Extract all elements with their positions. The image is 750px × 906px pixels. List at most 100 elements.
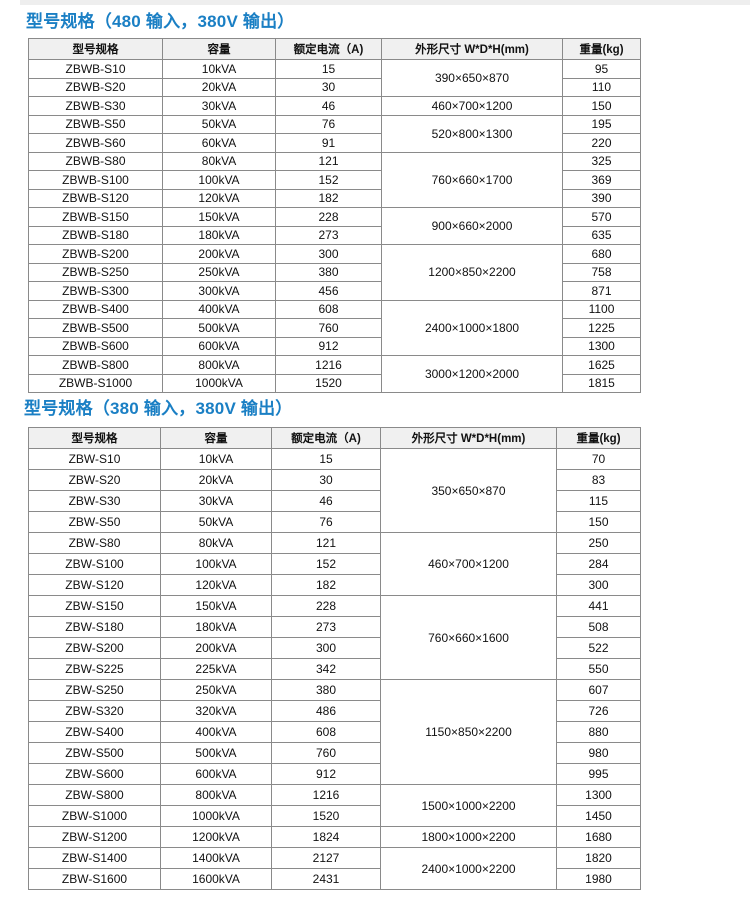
cell-capacity: 20kVA xyxy=(162,77,276,97)
cell-weight: 390 xyxy=(562,188,641,208)
cell-dimensions: 390×650×870 xyxy=(381,59,563,97)
cell-capacity: 500kVA xyxy=(160,742,272,764)
cell-weight: 95 xyxy=(562,59,641,79)
table-row: ZBWB-S100 100kVA 152 369 xyxy=(28,170,641,190)
cell-weight: 369 xyxy=(562,170,641,190)
cell-capacity: 120kVA xyxy=(160,574,272,596)
cell-current: 300 xyxy=(271,637,381,659)
table-row: ZBWB-S30 30kVA 46 460×700×1200 150 xyxy=(28,96,641,116)
cell-capacity: 400kVA xyxy=(162,299,276,319)
table-row: ZBW-S320 320kVA 486 726 xyxy=(28,700,641,722)
cell-weight: 110 xyxy=(562,77,641,97)
header-dimensions: 外形尺寸 W*D*H(mm) xyxy=(380,427,557,449)
cell-weight: 758 xyxy=(562,262,641,282)
cell-dimensions: 900×660×2000 xyxy=(381,207,563,245)
cell-capacity: 120kVA xyxy=(162,188,276,208)
table1-title: 型号规格（480 输入，380V 输出） xyxy=(26,12,295,31)
cell-capacity: 1200kVA xyxy=(160,826,272,848)
cell-weight: 1225 xyxy=(562,318,641,338)
header-weight: 重量(kg) xyxy=(562,38,641,60)
cell-weight: 1820 xyxy=(556,847,641,869)
cell-weight: 508 xyxy=(556,616,641,638)
cell-dimensions: 460×700×1200 xyxy=(380,532,557,596)
cell-model: ZBWB-S300 xyxy=(28,281,163,301)
cell-current: 608 xyxy=(271,721,381,743)
cell-current: 76 xyxy=(275,114,382,134)
header-model: 型号规格 xyxy=(28,427,161,449)
cell-current: 152 xyxy=(275,170,382,190)
cell-dimensions: 1150×850×2200 xyxy=(380,679,557,785)
cell-model: ZBW-S1200 xyxy=(28,826,161,848)
cell-weight: 1625 xyxy=(562,355,641,375)
cell-current: 228 xyxy=(275,207,382,227)
cell-capacity: 1400kVA xyxy=(160,847,272,869)
cell-weight: 150 xyxy=(562,96,641,116)
cell-capacity: 30kVA xyxy=(160,490,272,512)
cell-weight: 1680 xyxy=(556,826,641,848)
cell-model: ZBWB-S250 xyxy=(28,262,163,282)
cell-current: 2431 xyxy=(271,868,381,890)
cell-current: 15 xyxy=(271,448,381,470)
cell-model: ZBW-S10 xyxy=(28,448,161,470)
cell-weight: 607 xyxy=(556,679,641,701)
cell-weight: 1300 xyxy=(556,784,641,806)
table-row: ZBWB-S250 250kVA 380 758 xyxy=(28,262,641,282)
cell-weight: 1450 xyxy=(556,805,641,827)
table-row: ZBWB-S150 150kVA 228 900×660×2000 570 xyxy=(28,207,641,245)
cell-weight: 880 xyxy=(556,721,641,743)
cell-weight: 1815 xyxy=(562,373,641,393)
header-capacity: 容量 xyxy=(160,427,272,449)
table-row: ZBW-S1200 1200kVA 1824 1800×1000×2200 1680 xyxy=(28,826,641,848)
table-row: ZBW-S120 120kVA 182 300 xyxy=(28,574,641,596)
table-row: ZBW-S1600 1600kVA 2431 1980 xyxy=(28,868,641,890)
cell-model: ZBWB-S600 xyxy=(28,336,163,356)
cell-current: 121 xyxy=(271,532,381,554)
cell-current: 1520 xyxy=(275,373,382,393)
cell-current: 152 xyxy=(271,553,381,575)
cell-dimensions: 3000×1200×2000 xyxy=(381,355,563,393)
cell-model: ZBW-S100 xyxy=(28,553,161,575)
cell-weight: 726 xyxy=(556,700,641,722)
cell-capacity: 200kVA xyxy=(160,637,272,659)
header-weight: 重量(kg) xyxy=(556,427,641,449)
header-row: 型号规格 容量 额定电流（A) 外形尺寸 W*D*H(mm) 重量(kg) xyxy=(28,427,641,449)
cell-current: 76 xyxy=(271,511,381,533)
cell-weight: 250 xyxy=(556,532,641,554)
cell-current: 1216 xyxy=(271,784,381,806)
cell-model: ZBW-S20 xyxy=(28,469,161,491)
cell-dimensions: 2400×1000×2200 xyxy=(380,847,557,890)
table-row: ZBW-S100 100kVA 152 284 xyxy=(28,553,641,575)
table-row: ZBW-S30 30kVA 46 115 xyxy=(28,490,641,512)
cell-current: 30 xyxy=(275,77,382,97)
cell-model: ZBW-S800 xyxy=(28,784,161,806)
cell-current: 182 xyxy=(275,188,382,208)
cell-current: 912 xyxy=(275,336,382,356)
cell-weight: 980 xyxy=(556,742,641,764)
header-row: 型号规格 容量 额定电流（A) 外形尺寸 W*D*H(mm) 重量(kg) xyxy=(28,38,641,60)
cell-weight: 325 xyxy=(562,151,641,171)
cell-dimensions: 350×650×870 xyxy=(380,448,557,533)
cell-capacity: 250kVA xyxy=(162,262,276,282)
cell-model: ZBW-S1400 xyxy=(28,847,161,869)
cell-current: 342 xyxy=(271,658,381,680)
table-row: ZBWB-S80 80kVA 121 760×660×1700 325 xyxy=(28,151,641,208)
cell-capacity: 20kVA xyxy=(160,469,272,491)
cell-capacity: 500kVA xyxy=(162,318,276,338)
table-row: ZBW-S1400 1400kVA 2127 2400×1000×2200 1820 xyxy=(28,847,641,890)
table-row: ZBW-S150 150kVA 228 760×660×1600 441 xyxy=(28,595,641,680)
cell-current: 1216 xyxy=(275,355,382,375)
cell-weight: 871 xyxy=(562,281,641,301)
cell-model: ZBWB-S500 xyxy=(28,318,163,338)
cell-current: 273 xyxy=(275,225,382,245)
cell-current: 46 xyxy=(275,96,382,116)
cell-capacity: 80kVA xyxy=(162,151,276,171)
cell-model: ZBW-S225 xyxy=(28,658,161,680)
cell-model: ZBWB-S1000 xyxy=(28,373,163,393)
cell-weight: 522 xyxy=(556,637,641,659)
header-current: 额定电流（A) xyxy=(275,38,382,60)
cell-capacity: 80kVA xyxy=(160,532,272,554)
cell-model: ZBW-S500 xyxy=(28,742,161,764)
top-band xyxy=(20,0,750,5)
cell-model: ZBW-S30 xyxy=(28,490,161,512)
cell-capacity: 10kVA xyxy=(162,59,276,79)
